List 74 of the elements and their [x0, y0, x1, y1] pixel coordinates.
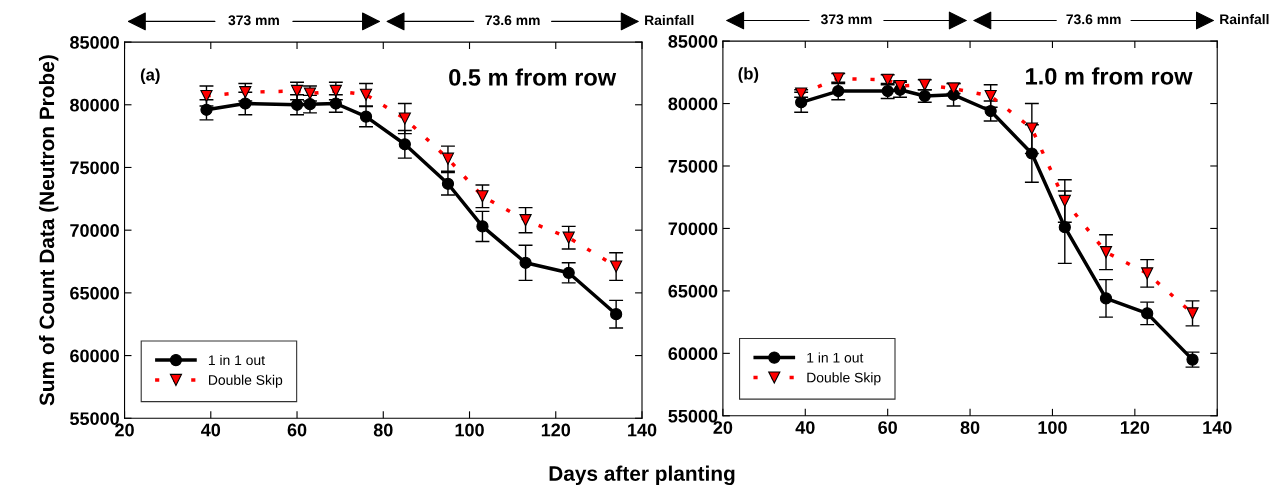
point — [1058, 221, 1071, 234]
y-tick-label: 55000 — [70, 412, 119, 425]
y-tick-label: 85000 — [70, 36, 119, 49]
x-tick-label: 140 — [628, 423, 657, 437]
point — [562, 231, 575, 244]
point — [1058, 194, 1071, 208]
point — [441, 152, 455, 165]
x-tick-label: 40 — [795, 421, 815, 434]
point — [476, 220, 489, 233]
y-tick-label: 70000 — [70, 224, 119, 237]
x-tick-label: 140 — [1203, 421, 1232, 434]
point — [476, 190, 489, 203]
point — [398, 138, 411, 151]
y-tick-label: 80000 — [668, 97, 718, 111]
x-tick-label: 20 — [713, 421, 733, 434]
legend-label: Double Skip — [209, 374, 283, 388]
y-tick-label: 60000 — [70, 349, 119, 363]
text: Rainfall — [645, 14, 694, 26]
x-tick-label: 100 — [1038, 421, 1067, 434]
point — [1186, 307, 1199, 320]
point — [1141, 307, 1154, 320]
x-tick-label: 80 — [373, 423, 393, 437]
y-tick-label: 55000 — [668, 409, 718, 423]
point — [795, 96, 808, 109]
point — [984, 89, 997, 103]
y-tick-label: 70000 — [668, 222, 718, 236]
legend-label: 1 in 1 out — [208, 354, 265, 366]
point — [441, 177, 455, 190]
point — [519, 214, 532, 227]
text: 373 mm — [228, 15, 279, 26]
y-tick-label: 65000 — [668, 284, 718, 298]
point — [610, 308, 623, 321]
y-tick-label: 75000 — [70, 161, 119, 175]
point — [359, 88, 373, 101]
point — [562, 266, 575, 279]
x-tick-label: 60 — [878, 421, 897, 434]
point — [398, 112, 411, 125]
y-tick-label: 80000 — [70, 98, 119, 112]
x-tick-label: 120 — [541, 423, 571, 437]
annotation: 1.0 m from row — [1026, 67, 1193, 85]
point — [1141, 267, 1154, 280]
point — [1025, 122, 1038, 135]
text: 73.6 mm — [485, 15, 540, 26]
text: 373 mm — [820, 14, 872, 25]
annotation: (b) — [738, 67, 759, 83]
y-tick-label: 85000 — [668, 35, 718, 48]
legend-label: 1 in 1 out — [807, 352, 864, 363]
x-tick-label: 120 — [1120, 421, 1150, 434]
annotation: (a) — [140, 68, 160, 84]
y-axis-title: Sum of Count Data (Neutron Probe) — [38, 55, 59, 406]
text: Rainfall — [1220, 14, 1269, 25]
point — [359, 110, 373, 123]
point — [1025, 147, 1038, 160]
point — [239, 86, 252, 99]
point — [200, 89, 213, 103]
y-tick-label: 65000 — [70, 286, 119, 300]
x-tick-label: 80 — [960, 421, 980, 434]
x-tick-label: 40 — [201, 423, 221, 437]
point — [984, 104, 997, 118]
annotation: 0.5 m from row — [449, 68, 617, 86]
x-tick-label: 60 — [287, 423, 307, 437]
point — [610, 260, 623, 273]
point — [200, 103, 213, 116]
point — [1099, 246, 1113, 259]
point — [1099, 292, 1113, 305]
point — [519, 256, 532, 269]
text: 73.6 mm — [1066, 14, 1121, 25]
x-tick-label: 100 — [455, 423, 484, 437]
x-axis-title: Days after planting — [549, 465, 735, 486]
legend-label: Double Skip — [807, 372, 881, 386]
y-tick-label: 60000 — [668, 347, 718, 361]
point — [239, 97, 252, 110]
x-tick-label: 20 — [115, 423, 134, 437]
y-tick-label: 75000 — [668, 159, 718, 173]
